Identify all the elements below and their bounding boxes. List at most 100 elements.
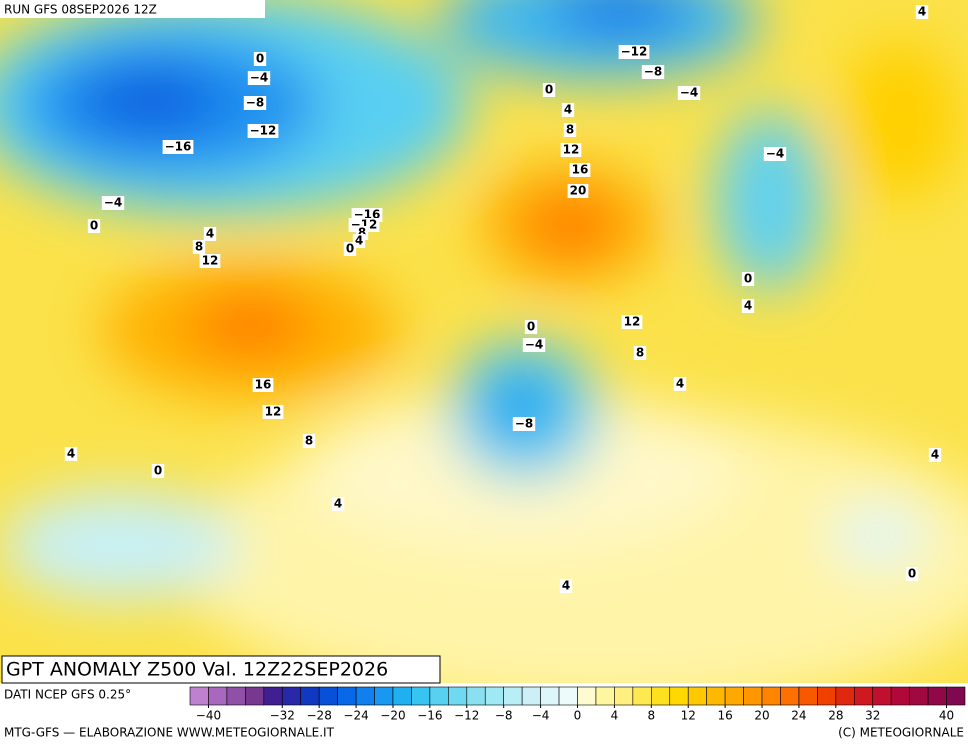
- contour-label-bg: [162, 140, 194, 154]
- colorbar-swatch: [853, 686, 874, 706]
- contour-label: −16: [165, 140, 192, 154]
- colorbar-swatch: [632, 686, 652, 706]
- contour-label-bg: [192, 240, 206, 254]
- contour-label-bg: [522, 338, 546, 352]
- colorbar-swatch: [687, 686, 707, 706]
- colorbar-swatch: [263, 686, 283, 706]
- contour-label-bg: [302, 434, 316, 448]
- contour-label: 16: [255, 378, 272, 392]
- contour-label: 8: [195, 240, 203, 254]
- contour-label: −12: [250, 124, 277, 138]
- colorbar-swatch: [245, 686, 265, 706]
- colorbar-swatch: [743, 686, 763, 706]
- contour-label-bg: [621, 315, 643, 329]
- colorbar-swatch: [614, 686, 634, 706]
- contour-label-bg: [331, 497, 345, 511]
- colorbar-swatch: [411, 686, 431, 706]
- contour-label-bg: [252, 378, 274, 392]
- colorbar-tick-label: 0: [574, 709, 582, 723]
- contour-label-bg: [203, 227, 217, 241]
- colorbar-swatch: [392, 686, 412, 706]
- contour-label: 4: [676, 377, 684, 391]
- colorbar-swatch: [374, 686, 394, 706]
- title-box: [1, 655, 441, 684]
- contour-label-bg: [262, 405, 284, 419]
- contour-label-bg: [915, 5, 929, 19]
- contour-label: 0: [256, 52, 264, 66]
- colorbar-tick-label: 40: [939, 709, 954, 723]
- contour-label-bg: [677, 86, 701, 100]
- contour-label: −4: [525, 338, 543, 352]
- colorbar-tick-label: 24: [791, 709, 806, 723]
- contour-label: −8: [644, 65, 662, 79]
- run-label: RUN GFS 08SEP2026 12Z: [4, 3, 157, 17]
- colorbar-swatch: [946, 686, 966, 706]
- colorbar-tick-label: −28: [307, 709, 332, 723]
- colorbar-tick-label: −24: [343, 709, 368, 723]
- colorbar-swatch: [448, 686, 468, 706]
- header-box: [0, 0, 265, 18]
- contour-label: −4: [250, 71, 268, 85]
- contour-label: 8: [566, 123, 574, 137]
- colorbar-tick-label: −20: [380, 709, 405, 723]
- contour-label: 0: [90, 219, 98, 233]
- contour-label-bg: [64, 447, 78, 461]
- colorbar-swatch: [577, 686, 597, 706]
- contour-label-bg: [569, 163, 591, 177]
- contour-label-bg: [512, 417, 536, 431]
- contour-label-bg: [343, 242, 357, 256]
- colorbar-swatch: [651, 686, 671, 706]
- contour-label: 16: [572, 163, 589, 177]
- contour-label: 12: [202, 254, 219, 268]
- contour-label: 4: [334, 497, 342, 511]
- footer-right: (C) METEOGIORNALE: [838, 726, 964, 740]
- colorbar-tick-label: −40: [196, 709, 221, 723]
- map-title: GPT ANOMALY Z500 Val. 12Z22SEP2026: [6, 659, 388, 681]
- contour-label: −4: [680, 86, 698, 100]
- contour-label-bg: [928, 448, 942, 462]
- colorbar-swatch: [300, 686, 320, 706]
- contour-label: 8: [305, 434, 313, 448]
- contour-label-bg: [741, 299, 755, 313]
- colorbar-swatch: [909, 686, 929, 706]
- colorbar-swatch: [189, 686, 209, 706]
- contour-label-bg: [905, 567, 919, 581]
- colorbar-tick-label: 20: [754, 709, 769, 723]
- contour-label: 4: [744, 299, 752, 313]
- contour-label-bg: [618, 45, 650, 59]
- contour-label-bg: [247, 71, 271, 85]
- colorbar-tick-label: 32: [865, 709, 880, 723]
- colorbar-tick-label: 4: [611, 709, 619, 723]
- source-label: DATI NCEP GFS 0.25°: [4, 688, 131, 702]
- contour-label: 0: [154, 464, 162, 478]
- contour-label-bg: [542, 83, 556, 97]
- contour-label-bg: [253, 52, 267, 66]
- contour-label: −8: [246, 96, 264, 110]
- colorbar-swatch: [318, 686, 338, 706]
- contour-label: 4: [918, 5, 926, 19]
- colorbar-swatch: [521, 686, 541, 706]
- colorbar-tick-label: −16: [417, 709, 442, 723]
- contour-label-bg: [567, 184, 589, 198]
- colorbar-swatch: [706, 686, 726, 706]
- colorbar-tick-label: 28: [828, 709, 843, 723]
- contour-label: 4: [562, 579, 570, 593]
- contour-label: 12: [563, 143, 580, 157]
- contour-label: −8: [515, 417, 533, 431]
- contour-label: 4: [67, 447, 75, 461]
- contour-label-bg: [151, 464, 165, 478]
- colorbar-swatch: [484, 686, 504, 706]
- colorbar-swatch: [281, 686, 302, 706]
- map: [0, 0, 968, 683]
- contour-label: 0: [744, 272, 752, 286]
- contour-label: 0: [545, 83, 553, 97]
- contour-label-bg: [524, 320, 538, 334]
- colorbar-swatch: [669, 686, 689, 706]
- colorbar-tick-label: 8: [647, 709, 655, 723]
- colorbar-swatch: [780, 686, 800, 706]
- contour-label: 4: [355, 234, 363, 248]
- contour-label: 20: [570, 184, 587, 198]
- colorbar-swatch: [429, 686, 449, 706]
- footer-left: MTG-GFS — ELABORAZIONE WWW.METEOGIORNALE…: [4, 726, 335, 740]
- colorbar-swatch: [337, 686, 357, 706]
